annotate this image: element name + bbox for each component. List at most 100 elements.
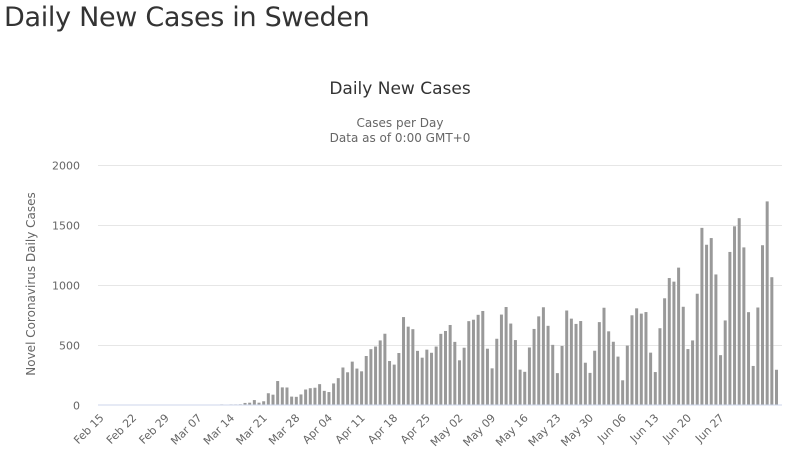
bar[interactable] (588, 372, 592, 405)
bar[interactable] (723, 320, 727, 405)
bar[interactable] (471, 319, 475, 405)
bar[interactable] (532, 328, 536, 405)
bar[interactable] (751, 365, 755, 405)
bar[interactable] (728, 251, 732, 405)
bar[interactable] (737, 218, 741, 405)
bar[interactable] (355, 368, 359, 405)
bar[interactable] (257, 402, 261, 405)
bar[interactable] (639, 313, 643, 405)
bar[interactable] (318, 384, 322, 405)
bar[interactable] (565, 310, 569, 405)
bar[interactable] (392, 364, 396, 405)
bar[interactable] (243, 402, 247, 405)
bar[interactable] (747, 312, 751, 405)
bar[interactable] (597, 322, 601, 405)
bar[interactable] (322, 390, 326, 405)
bar[interactable] (467, 321, 471, 405)
bar[interactable] (285, 387, 289, 405)
bar[interactable] (672, 281, 676, 405)
bar[interactable] (495, 338, 499, 405)
bar[interactable] (714, 274, 718, 405)
bar[interactable] (266, 393, 270, 405)
bar[interactable] (621, 380, 625, 405)
bar[interactable] (271, 394, 275, 405)
bar[interactable] (383, 333, 387, 405)
bar[interactable] (775, 369, 778, 405)
bar[interactable] (485, 348, 489, 405)
bar[interactable] (658, 328, 662, 405)
bar[interactable] (607, 331, 611, 405)
bar[interactable] (252, 400, 256, 405)
bar[interactable] (350, 361, 354, 405)
bar[interactable] (481, 310, 485, 405)
bar[interactable] (378, 340, 382, 405)
bar[interactable] (299, 394, 303, 405)
bar[interactable] (663, 298, 667, 405)
bar[interactable] (695, 293, 699, 405)
bar[interactable] (406, 326, 410, 405)
bar[interactable] (425, 349, 429, 405)
bar[interactable] (448, 324, 452, 405)
bar[interactable] (770, 277, 774, 405)
bar[interactable] (416, 350, 420, 405)
bar[interactable] (443, 330, 447, 405)
bar[interactable] (294, 396, 298, 405)
bar[interactable] (653, 372, 657, 405)
bar[interactable] (625, 345, 629, 405)
bar[interactable] (523, 371, 527, 405)
bar[interactable] (336, 378, 340, 405)
bar[interactable] (560, 345, 564, 405)
bar[interactable] (527, 347, 531, 405)
bar[interactable] (569, 318, 573, 405)
bar[interactable] (616, 356, 620, 405)
bar[interactable] (276, 381, 280, 405)
bar[interactable] (709, 238, 713, 405)
bar[interactable] (546, 325, 550, 405)
bar[interactable] (602, 307, 606, 405)
bar[interactable] (691, 340, 695, 405)
bar[interactable] (420, 357, 424, 405)
bar[interactable] (346, 372, 350, 405)
bar[interactable] (313, 387, 317, 405)
bar[interactable] (248, 402, 252, 405)
bar[interactable] (262, 401, 266, 405)
bar[interactable] (402, 317, 406, 405)
bar[interactable] (583, 362, 587, 405)
bar[interactable] (457, 360, 461, 405)
bar[interactable] (360, 371, 364, 405)
bar[interactable] (332, 383, 336, 405)
bar[interactable] (369, 349, 373, 405)
bar[interactable] (574, 323, 578, 405)
bar[interactable] (742, 247, 746, 405)
bar[interactable] (308, 388, 312, 405)
bar[interactable] (635, 308, 639, 405)
bar[interactable] (756, 307, 760, 405)
bar[interactable] (388, 361, 392, 405)
bar[interactable] (430, 352, 434, 405)
bar[interactable] (537, 316, 541, 405)
bar[interactable] (551, 344, 555, 405)
bar[interactable] (555, 373, 559, 405)
bar[interactable] (364, 356, 368, 405)
bar[interactable] (304, 389, 308, 405)
bar[interactable] (630, 315, 634, 405)
bar[interactable] (439, 333, 443, 405)
bar[interactable] (579, 321, 583, 405)
bar[interactable] (504, 307, 508, 405)
bar[interactable] (644, 312, 648, 405)
bar[interactable] (686, 349, 690, 405)
bar[interactable] (462, 347, 466, 405)
bar[interactable] (681, 306, 685, 405)
bar[interactable] (280, 387, 284, 405)
bar[interactable] (499, 314, 503, 405)
bar[interactable] (541, 307, 545, 405)
bar[interactable] (733, 226, 737, 405)
bar[interactable] (374, 346, 378, 405)
bar[interactable] (705, 244, 709, 405)
bar[interactable] (719, 355, 723, 405)
bar[interactable] (453, 341, 457, 405)
bar[interactable] (667, 278, 671, 405)
bar[interactable] (518, 369, 522, 405)
bar[interactable] (476, 314, 480, 405)
bar[interactable] (649, 352, 653, 405)
